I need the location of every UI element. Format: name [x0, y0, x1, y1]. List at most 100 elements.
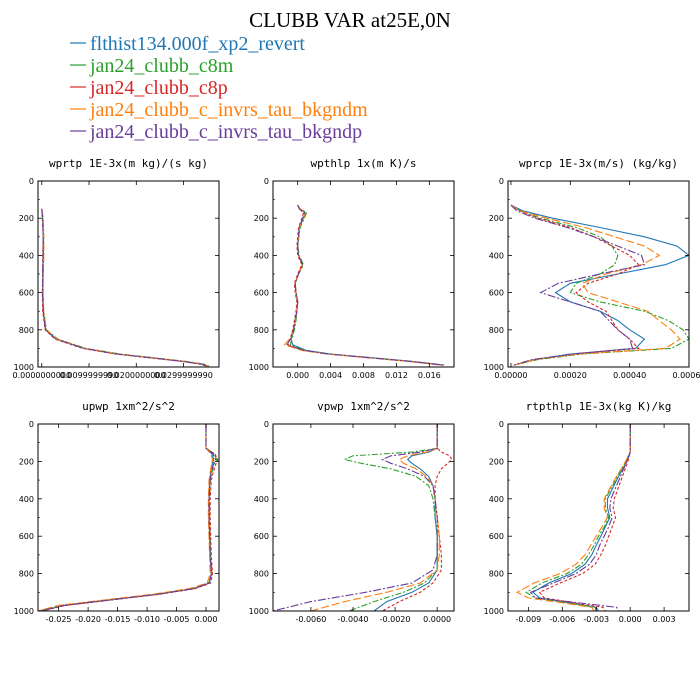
series-line	[287, 204, 442, 366]
x-tick-label: -0.006	[549, 615, 575, 624]
legend-entry: jan24_clubb_c8p	[70, 77, 228, 99]
y-tick-label: 600	[254, 289, 269, 298]
series-line	[515, 424, 631, 611]
series-line	[273, 424, 438, 611]
series-group	[283, 204, 445, 366]
legend-entry: jan24_clubb_c_invrs_tau_bkgndp	[70, 121, 362, 143]
legend-entry: jan24_clubb_c8m	[70, 55, 234, 77]
legend-entry: jan24_clubb_c_invrs_tau_bkgndm	[70, 99, 368, 121]
series-line	[289, 204, 443, 366]
x-tick-label: 0.0000000000	[13, 371, 72, 380]
x-tick-label: -0.005	[164, 615, 190, 624]
y-tick-label: 400	[254, 495, 269, 504]
y-tick-label: 1000	[14, 607, 34, 616]
y-tick-label: 800	[489, 326, 504, 335]
legend-label: jan24_clubb_c8p	[89, 77, 228, 99]
y-tick-label: 400	[19, 495, 34, 504]
series-line	[310, 424, 440, 611]
panel-title: wprcp 1E-3x(m/s) (kg/kg)	[519, 157, 678, 170]
y-tick-label: 200	[489, 457, 504, 466]
legend: flthist134.000f_xp2_revertjan24_clubb_c8…	[70, 33, 368, 143]
panel-title: wpthlp 1x(m K)/s	[311, 157, 417, 170]
y-tick-label: 400	[254, 251, 269, 260]
series-line	[40, 424, 215, 611]
y-tick-label: 1000	[14, 363, 34, 372]
y-tick-label: 0	[29, 177, 34, 186]
panel-5: vpwp 1xm^2/s^2 0 200 400 600 800 1000 -0.0060 -0…	[249, 400, 455, 624]
y-tick-label: 400	[19, 251, 34, 260]
series-line	[41, 208, 208, 367]
panel-title: rtpthlp 1E-3x(kg K)/kg	[526, 400, 672, 413]
legend-label: jan24_clubb_c8m	[89, 55, 234, 77]
x-tick-label: 0.012	[385, 371, 408, 380]
y-tick-label: 600	[254, 532, 269, 541]
x-tick-label: 0.004	[319, 371, 342, 380]
x-tick-label: 0.000	[286, 371, 309, 380]
y-tick-label: 0	[499, 177, 504, 186]
series-line	[342, 424, 438, 611]
y-tick-label: 600	[489, 532, 504, 541]
series-group	[510, 204, 689, 366]
series-line	[510, 204, 640, 366]
series-line	[283, 204, 441, 366]
x-tick-label: 0.0099999990	[60, 371, 119, 380]
x-tick-label: 0.016	[418, 371, 441, 380]
y-tick-label: 200	[254, 214, 269, 223]
x-tick-label: 0.00020	[554, 371, 587, 380]
panel-title: wprtp 1E-3x(m kg)/(s kg)	[49, 157, 208, 170]
y-tick-label: 200	[489, 214, 504, 223]
series-group	[515, 424, 631, 611]
x-tick-label: -0.0020	[380, 615, 411, 624]
panel-1: wprtp 1E-3x(m kg)/(s kg) 0 200 400 600 800 100…	[13, 157, 220, 380]
y-tick-label: 800	[19, 570, 34, 579]
x-tick-label: 0.0299999990	[154, 371, 213, 380]
series-line	[510, 204, 646, 366]
x-tick-label: 0.00040	[613, 371, 646, 380]
series-group	[41, 208, 210, 367]
panel-title: upwp 1xm^2/s^2	[82, 400, 175, 413]
x-tick-label: 0.00060	[672, 371, 700, 380]
x-tick-label: -0.025	[46, 615, 72, 624]
legend-label: flthist134.000f_xp2_revert	[90, 33, 305, 55]
series-line	[525, 424, 631, 611]
y-tick-label: 0	[264, 420, 269, 429]
legend-label: jan24_clubb_c_invrs_tau_bkgndp	[89, 121, 362, 143]
series-line	[538, 424, 631, 611]
series-group	[273, 424, 453, 611]
panel-title: vpwp 1xm^2/s^2	[317, 400, 410, 413]
y-tick-label: 200	[19, 457, 34, 466]
y-tick-label: 0	[499, 420, 504, 429]
legend-label: jan24_clubb_c_invrs_tau_bkgndm	[89, 99, 368, 121]
series-line	[529, 424, 631, 611]
x-tick-label: 0.000	[619, 615, 642, 624]
series-line	[382, 424, 453, 611]
x-tick-label: -0.0040	[338, 615, 369, 624]
y-tick-label: 600	[489, 289, 504, 298]
series-line	[38, 424, 214, 611]
series-line	[510, 204, 689, 366]
x-tick-label: 0.0200000000	[107, 371, 166, 380]
x-tick-label: 0.008	[352, 371, 375, 380]
y-tick-label: 200	[254, 457, 269, 466]
y-tick-label: 1000	[484, 363, 504, 372]
y-tick-label: 800	[489, 570, 504, 579]
y-tick-label: 200	[19, 214, 34, 223]
x-tick-label: 0.003	[653, 615, 676, 624]
y-tick-label: 0	[29, 420, 34, 429]
x-tick-label: 0.00000	[494, 371, 527, 380]
y-tick-label: 800	[19, 326, 34, 335]
x-tick-label: -0.003	[583, 615, 609, 624]
plot-frame	[37, 180, 220, 368]
plot-frame	[37, 423, 220, 612]
panels: wprtp 1E-3x(m kg)/(s kg) 0 200 400 600 800 100…	[13, 157, 700, 624]
x-tick-label: -0.015	[105, 615, 131, 624]
series-line	[39, 424, 217, 611]
y-tick-label: 1000	[249, 363, 269, 372]
x-tick-label: -0.010	[134, 615, 160, 624]
panel-3: wprcp 1E-3x(m/s) (kg/kg) 0 200 400 600 800 100…	[484, 157, 700, 380]
y-tick-label: 400	[489, 251, 504, 260]
y-tick-label: 800	[254, 326, 269, 335]
y-tick-label: 600	[19, 289, 34, 298]
